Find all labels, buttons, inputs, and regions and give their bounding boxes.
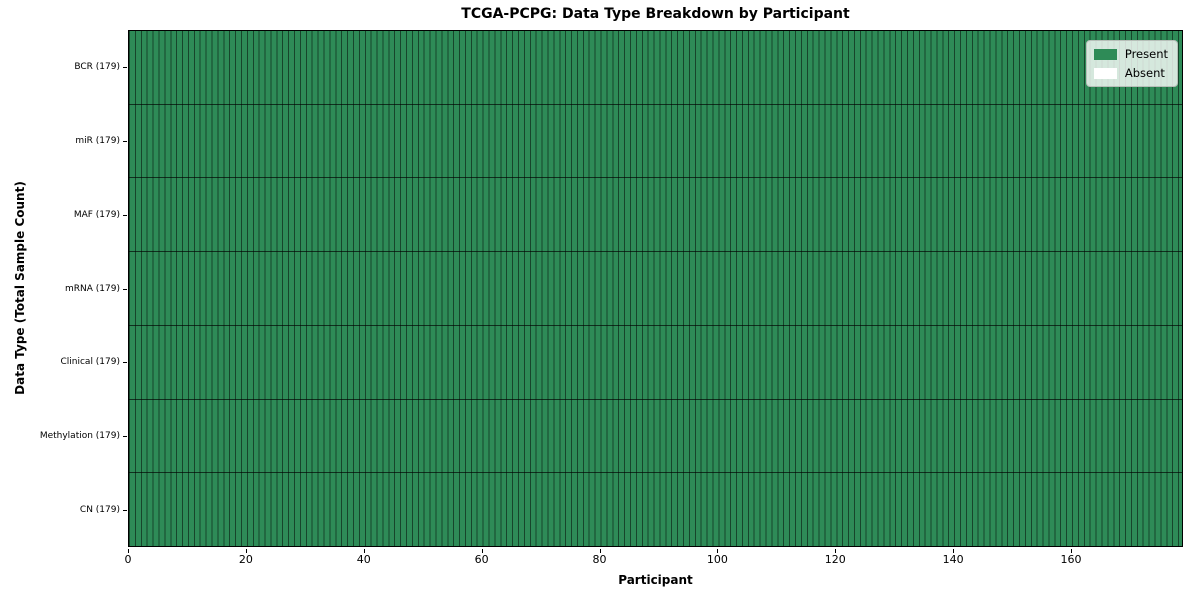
x-tick-label-0: 0 — [124, 553, 132, 566]
y-tick-mark — [122, 510, 127, 512]
y-tick-mark — [122, 436, 127, 438]
x-axis-title: Participant — [618, 573, 693, 587]
x-tick-label-100: 100 — [706, 553, 728, 566]
x-tick-label-140: 140 — [942, 553, 964, 566]
heatmap-row-mRNA — [129, 251, 1182, 325]
y-tick-mark — [122, 288, 127, 290]
y-tick-mark — [122, 140, 127, 142]
y-tick-mark — [122, 66, 127, 68]
y-tick-mark — [122, 362, 127, 364]
y-tick-label-CN: CN (179) — [79, 505, 120, 516]
y-tick-label-miR: miR (179) — [75, 135, 120, 146]
x-tick-mark — [953, 548, 955, 553]
x-tick-label-40: 40 — [356, 553, 371, 566]
y-tick-label-BCR: BCR (179) — [74, 61, 120, 72]
y-tick-label-mRNA: mRNA (179) — [65, 283, 120, 294]
legend-item-present: Present — [1093, 47, 1168, 61]
y-tick-label-Methylation: Methylation (179) — [39, 431, 120, 442]
heatmap-grid — [129, 31, 1182, 547]
x-tick-mark — [1071, 548, 1073, 553]
legend: Present Absent — [1085, 40, 1178, 87]
chart-title: TCGA-PCPG: Data Type Breakdown by Partic… — [461, 6, 850, 22]
legend-label-present: Present — [1124, 47, 1168, 61]
x-tick-mark — [128, 548, 129, 553]
x-tick-label-120: 120 — [824, 553, 846, 566]
legend-item-absent: Absent — [1093, 66, 1168, 80]
heatmap-row-Clinical — [129, 324, 1182, 399]
x-tick-mark — [363, 548, 365, 553]
heatmap-row-Methylation — [129, 398, 1182, 473]
heatmap-row-CN — [129, 472, 1182, 547]
plot-area: Present Absent — [128, 30, 1183, 547]
y-tick-mark — [122, 214, 127, 216]
heatmap-row-MAF — [129, 177, 1182, 252]
x-tick-mark — [717, 548, 719, 553]
present-swatch — [1093, 48, 1117, 60]
legend-label-absent: Absent — [1124, 66, 1165, 80]
heatmap-row-miR — [129, 103, 1182, 178]
x-tick-label-160: 160 — [1060, 553, 1082, 566]
x-tick-mark — [599, 548, 601, 553]
x-tick-label-20: 20 — [238, 553, 253, 566]
absent-swatch — [1093, 67, 1117, 79]
x-tick-label-60: 60 — [474, 553, 489, 566]
x-tick-mark — [481, 548, 483, 553]
x-tick-mark — [835, 548, 837, 553]
y-tick-label-Clinical: Clinical (179) — [60, 357, 120, 368]
heatmap-row-BCR — [129, 31, 1182, 104]
y-tick-label-MAF: MAF (179) — [73, 209, 120, 220]
x-tick-label-80: 80 — [592, 553, 607, 566]
x-tick-mark — [245, 548, 247, 553]
